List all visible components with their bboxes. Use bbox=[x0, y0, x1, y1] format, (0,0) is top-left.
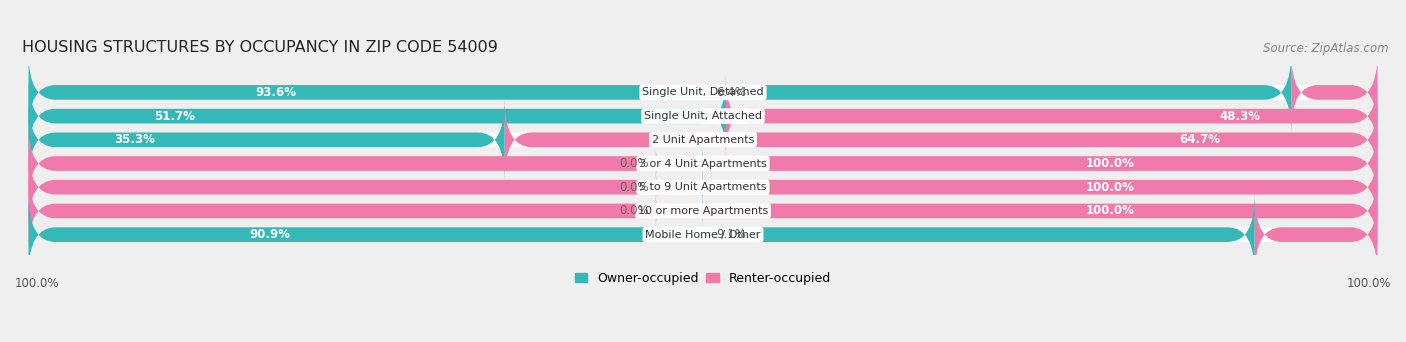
FancyBboxPatch shape bbox=[28, 123, 1378, 203]
FancyBboxPatch shape bbox=[28, 76, 1378, 156]
Text: 90.9%: 90.9% bbox=[249, 228, 290, 241]
Text: 51.7%: 51.7% bbox=[155, 109, 195, 122]
FancyBboxPatch shape bbox=[28, 76, 725, 156]
Text: 0.0%: 0.0% bbox=[620, 181, 650, 194]
FancyBboxPatch shape bbox=[28, 52, 1291, 132]
Text: 0.0%: 0.0% bbox=[620, 157, 650, 170]
Text: Single Unit, Attached: Single Unit, Attached bbox=[644, 111, 762, 121]
FancyBboxPatch shape bbox=[28, 123, 1378, 203]
FancyBboxPatch shape bbox=[28, 100, 505, 180]
Text: 3 or 4 Unit Apartments: 3 or 4 Unit Apartments bbox=[640, 159, 766, 169]
Text: 10 or more Apartments: 10 or more Apartments bbox=[638, 206, 768, 216]
FancyBboxPatch shape bbox=[505, 100, 1378, 180]
FancyBboxPatch shape bbox=[28, 147, 1378, 227]
Text: 9.1%: 9.1% bbox=[717, 228, 747, 241]
FancyBboxPatch shape bbox=[28, 195, 1254, 275]
Text: 100.0%: 100.0% bbox=[1085, 181, 1135, 194]
FancyBboxPatch shape bbox=[1254, 195, 1378, 275]
FancyBboxPatch shape bbox=[28, 171, 1378, 251]
FancyBboxPatch shape bbox=[1291, 52, 1378, 132]
Text: HOUSING STRUCTURES BY OCCUPANCY IN ZIP CODE 54009: HOUSING STRUCTURES BY OCCUPANCY IN ZIP C… bbox=[22, 40, 498, 55]
FancyBboxPatch shape bbox=[655, 171, 703, 203]
Legend: Owner-occupied, Renter-occupied: Owner-occupied, Renter-occupied bbox=[569, 267, 837, 290]
FancyBboxPatch shape bbox=[28, 100, 1378, 180]
Text: 100.0%: 100.0% bbox=[15, 277, 59, 290]
Text: 100.0%: 100.0% bbox=[1085, 157, 1135, 170]
FancyBboxPatch shape bbox=[28, 171, 1378, 251]
FancyBboxPatch shape bbox=[725, 76, 1378, 156]
Text: 2 Unit Apartments: 2 Unit Apartments bbox=[652, 135, 754, 145]
Text: 0.0%: 0.0% bbox=[620, 205, 650, 218]
FancyBboxPatch shape bbox=[28, 52, 1378, 132]
Text: 6.4%: 6.4% bbox=[717, 86, 747, 99]
Text: 35.3%: 35.3% bbox=[114, 133, 155, 146]
Text: 64.7%: 64.7% bbox=[1180, 133, 1220, 146]
Text: Source: ZipAtlas.com: Source: ZipAtlas.com bbox=[1263, 42, 1388, 55]
Text: 100.0%: 100.0% bbox=[1085, 205, 1135, 218]
Text: 93.6%: 93.6% bbox=[256, 86, 297, 99]
FancyBboxPatch shape bbox=[28, 195, 1378, 275]
Text: 48.3%: 48.3% bbox=[1219, 109, 1260, 122]
Text: Mobile Home / Other: Mobile Home / Other bbox=[645, 229, 761, 240]
FancyBboxPatch shape bbox=[655, 195, 703, 227]
Text: Single Unit, Detached: Single Unit, Detached bbox=[643, 88, 763, 97]
FancyBboxPatch shape bbox=[655, 147, 703, 180]
Text: 5 to 9 Unit Apartments: 5 to 9 Unit Apartments bbox=[640, 182, 766, 192]
Text: 100.0%: 100.0% bbox=[1347, 277, 1391, 290]
FancyBboxPatch shape bbox=[28, 147, 1378, 227]
